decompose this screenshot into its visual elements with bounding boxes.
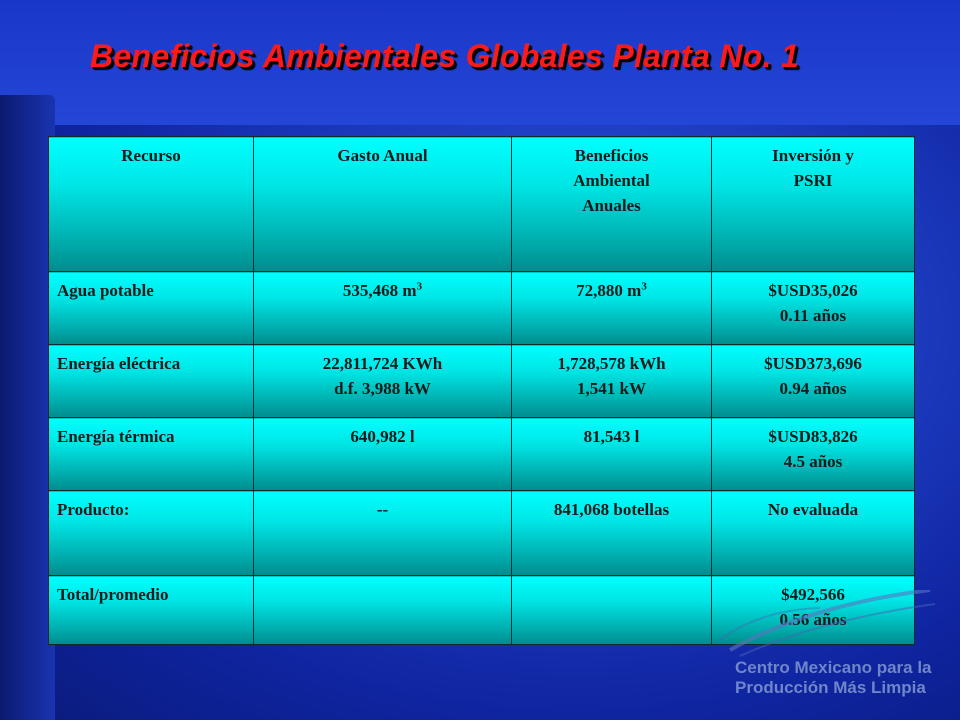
cell-gasto: --: [253, 490, 512, 576]
table-row: Agua potable 535,468 m3 72,880 m3 $USD35…: [48, 271, 915, 345]
cell-inversion-period: 4.5 años: [783, 452, 843, 471]
cell-recurso: Energía térmica: [48, 417, 254, 491]
cell-inversion: $USD83,826 4.5 años: [711, 417, 915, 491]
table-header-row: Recurso Gasto Anual Beneficios Ambiental…: [48, 136, 915, 272]
cell-beneficio: 81,543 l: [511, 417, 712, 491]
logo-line1: Centro Mexicano para la: [735, 658, 932, 677]
table-row: Energía eléctrica 22,811,724 KWh d.f. 3,9…: [48, 344, 915, 418]
header-inversion: Inversión y PSRI: [711, 136, 915, 272]
cell-recurso: Agua potable: [48, 271, 254, 345]
cell-beneficio-value: 1,728,578 kWh: [557, 354, 666, 373]
header-beneficios: Beneficios Ambiental Anuales: [511, 136, 712, 272]
header-recurso: Recurso: [48, 136, 254, 272]
cell-beneficio-sup: 3: [641, 280, 647, 293]
slide-title: Beneficios Ambientales Globales Planta N…: [90, 38, 800, 74]
cell-inversion-amount: $USD373,696: [764, 354, 862, 373]
cell-inversion: $USD35,026 0.11 años: [711, 271, 915, 345]
header-inversion-line1: Inversión y: [772, 146, 854, 165]
header-beneficios-line1: Beneficios: [574, 146, 649, 165]
cell-inversion-amount: $492,566: [781, 585, 845, 604]
cell-gasto-sup: 3: [416, 280, 423, 293]
header-gasto-anual: Gasto Anual: [253, 136, 512, 272]
cell-inversion: $USD373,696 0.94 años: [711, 344, 915, 418]
logo-text: Centro Mexicano para la Producción Más L…: [735, 658, 955, 698]
header-beneficios-line2: Ambiental: [573, 171, 650, 190]
cell-gasto: 22,811,724 KWh d.f. 3,988 kW: [253, 344, 512, 418]
cell-gasto: [253, 575, 512, 645]
benefits-table: Recurso Gasto Anual Beneficios Ambiental…: [48, 136, 915, 645]
table-row: Total/promedio $492,566 0.56 años: [48, 575, 915, 645]
header-inversion-line2: PSRI: [793, 171, 833, 190]
table-row: Energía térmica 640,982 l 81,543 l $USD8…: [48, 417, 915, 491]
cell-beneficio: 1,728,578 kWh 1,541 kW: [511, 344, 712, 418]
cell-beneficio-value2: 1,541 kW: [577, 379, 646, 398]
cell-inversion-amount: $USD83,826: [768, 427, 858, 446]
cell-gasto-value: 22,811,724 KWh: [322, 354, 443, 373]
cell-recurso: Energía eléctrica: [48, 344, 254, 418]
cell-gasto: 535,468 m3: [253, 271, 512, 345]
cell-beneficio: 72,880 m3: [511, 271, 712, 345]
cell-beneficio-value: 72,880 m: [576, 281, 642, 300]
cell-gasto-value2: d.f. 3,988 kW: [334, 379, 431, 398]
header-band: [0, 0, 960, 125]
cell-inversion-period: 0.11 años: [779, 306, 847, 325]
cell-recurso: Producto:: [48, 490, 254, 576]
cell-gasto-value: 535,468 m: [342, 281, 417, 300]
header-beneficios-line3: Anuales: [582, 196, 641, 215]
cell-gasto: 640,982 l: [253, 417, 512, 491]
cell-inversion: $492,566 0.56 años: [711, 575, 915, 645]
left-decoration: [0, 95, 55, 720]
cell-inversion-period: 0.94 años: [779, 379, 847, 398]
cmp-logo-icon: [719, 590, 936, 657]
cell-recurso: Total/promedio: [48, 575, 254, 645]
table-row: Producto: -- 841,068 botellas No evaluad…: [48, 490, 915, 576]
logo-line2: Producción Más Limpia: [735, 678, 926, 697]
cell-inversion-amount: $USD35,026: [768, 281, 858, 300]
cell-beneficio: 841,068 botellas: [511, 490, 712, 576]
cell-inversion: No evaluada: [711, 490, 915, 576]
cell-beneficio: [511, 575, 712, 645]
